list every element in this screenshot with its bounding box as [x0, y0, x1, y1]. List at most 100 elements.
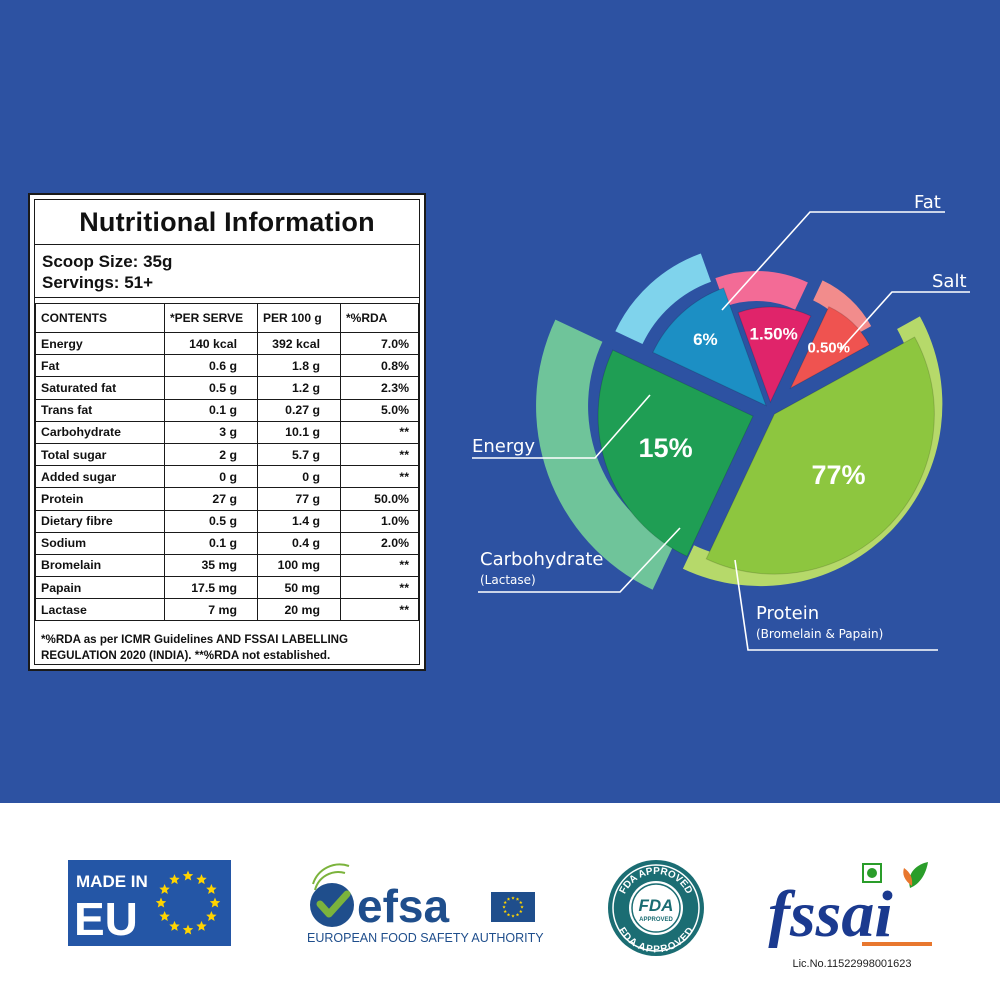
pie-slice-protein — [705, 336, 935, 575]
leaf-icon — [903, 862, 928, 888]
star-icon — [196, 920, 207, 931]
nutrition-cell-content: Lactase — [35, 598, 165, 622]
efsa-leaf-icon — [310, 863, 354, 927]
nutrition-row: Sodium 0.1 g 0.4 g 2.0% — [35, 531, 419, 555]
star-icon — [196, 874, 207, 885]
star-icon — [515, 897, 520, 901]
pie-value-label-fat: 1.50% — [749, 325, 797, 344]
nutrition-row: Dietary fibre 0.5 g 1.4 g 1.0% — [35, 509, 419, 533]
veg-mark-icon — [862, 863, 882, 883]
efsa-logo: efsa EUROPEAN FOOD SAFETY AUTHORITY — [305, 860, 545, 945]
nutrition-row: Protein 27 g 77 g 50.0% — [35, 487, 419, 511]
star-icon — [506, 897, 511, 901]
pie-slice-energy — [652, 287, 767, 407]
star-icon — [155, 897, 167, 908]
nutrition-row: Saturated fat 0.5 g 1.2 g 2.3% — [35, 376, 419, 400]
fda-approved-seal: FDA APPROVED FDA APPROVED FDA APPROVED — [606, 858, 706, 958]
nutrition-cell-rda: ** — [340, 553, 419, 578]
category-label-carbohydrate: Carbohydrate — [480, 549, 604, 570]
nutrition-cell-per-serve: 0.1 g — [164, 531, 258, 555]
made-in-eu-logo: MADE IN EU — [68, 860, 231, 946]
nutrition-row: Papain 17.5 mg 50 mg ** — [35, 576, 419, 600]
nutrition-cell-per-serve: 3 g — [164, 420, 258, 444]
pie-rim-energy — [615, 253, 711, 345]
nutrition-row: Total sugar 2 g 5.7 g ** — [35, 442, 419, 467]
header-per-serve: *PER SERVE — [164, 303, 258, 333]
nutrition-cell-rda: 7.0% — [340, 331, 419, 356]
nutrition-cell-per-100g: 10.1 g — [257, 420, 341, 444]
made-in-text: MADE IN — [76, 872, 148, 891]
pie-rim-carbohydrate — [536, 319, 675, 590]
nutrition-cell-rda: 5.0% — [340, 398, 419, 422]
efsa-subtitle: EUROPEAN FOOD SAFETY AUTHORITY — [307, 931, 544, 945]
star-icon — [519, 900, 523, 904]
nutrition-row: Lactase 7 mg 20 mg ** — [35, 598, 419, 622]
nutrition-cell-rda: ** — [340, 598, 419, 622]
star-icon — [182, 924, 194, 935]
header-contents: CONTENTS — [35, 303, 165, 333]
nutrition-cell-rda: ** — [340, 442, 419, 467]
nutrition-cell-rda: 2.3% — [340, 376, 419, 400]
nutrition-cell-per-100g: 20 mg — [257, 598, 341, 622]
nutrition-cell-rda: 1.0% — [340, 509, 419, 533]
macro-pie-chart: 0.50% 1.50% 6% 15% 77% Fat Salt Energy Carbo… — [472, 192, 970, 651]
nutrition-cell-content: Bromelain — [35, 553, 165, 578]
pie-rim-salt — [813, 280, 872, 337]
nutrition-row: Fat 0.6 g 1.8 g 0.8% — [35, 354, 419, 378]
nutrition-cell-per-serve: 0.6 g — [164, 354, 258, 378]
nutrition-row: Carbohydrate 3 g 10.1 g ** — [35, 420, 419, 444]
nutrition-cell-rda: 50.0% — [340, 487, 419, 511]
nutrition-cell-per-100g: 1.4 g — [257, 509, 341, 533]
nutrition-cell-content: Protein — [35, 487, 165, 511]
category-label-fat: Fat — [914, 192, 941, 213]
nutrition-cell-per-100g: 77 g — [257, 487, 341, 511]
star-icon — [503, 900, 507, 904]
category-label-salt: Salt — [932, 271, 967, 292]
scoop-size: Scoop Size: 35g — [42, 252, 173, 271]
nutrition-cell-rda: ** — [340, 465, 419, 489]
nutrition-cell-per-100g: 50 mg — [257, 576, 341, 600]
pie-value-label-salt: 0.50% — [807, 340, 850, 357]
nutrition-cell-per-serve: 17.5 mg — [164, 576, 258, 600]
nutrition-cell-per-100g: 100 mg — [257, 553, 341, 578]
fssai-wordmark: fssai — [768, 878, 893, 948]
nutrition-cell-content: Sodium — [35, 531, 165, 555]
nutrition-cell-per-serve: 0 g — [164, 465, 258, 489]
nutrition-cell-rda: ** — [340, 576, 419, 600]
servings: Servings: 51+ — [42, 273, 154, 292]
nutrition-cell-per-serve: 0.5 g — [164, 376, 258, 400]
nutrition-row: Bromelain 35 mg 100 mg ** — [35, 553, 419, 578]
star-icon — [206, 911, 217, 921]
fssai-license-number: Lic.No.11522998001623 — [792, 958, 912, 970]
nutrition-cell-content: Total sugar — [35, 442, 165, 467]
nutrition-cell-content: Fat — [35, 354, 165, 378]
nutrition-cell-per-serve: 0.5 g — [164, 509, 258, 533]
nutrition-cell-per-serve: 7 mg — [164, 598, 258, 622]
efsa-wordmark: efsa — [357, 880, 449, 932]
nutrition-cell-per-100g: 1.8 g — [257, 354, 341, 378]
leader-line-energy — [472, 394, 651, 459]
star-icon — [519, 909, 523, 913]
leader-line-protein — [734, 559, 938, 651]
pie-value-label-energy: 6% — [693, 330, 718, 349]
serving-info: Scoop Size: 35g Servings: 51+ — [35, 245, 419, 298]
nutrition-cell-per-100g: 0.4 g — [257, 531, 341, 555]
nutrition-cell-per-serve: 0.1 g — [164, 398, 258, 422]
nutrition-footnote: *%RDA as per ICMR Guidelines AND FSSAI L… — [41, 633, 349, 662]
nutrition-cell-per-100g: 0.27 g — [257, 398, 341, 422]
star-icon — [159, 884, 170, 894]
nutrition-cell-per-serve: 35 mg — [164, 553, 258, 578]
nutrition-cell-per-100g: 0 g — [257, 465, 341, 489]
nutrition-cell-per-100g: 392 kcal — [257, 331, 341, 356]
nutrition-table: CONTENTS *PER SERVE PER 100 g *%RDA Ener… — [35, 303, 419, 622]
nutrition-table-header: CONTENTS *PER SERVE PER 100 g *%RDA — [35, 303, 419, 333]
nutrition-title: Nutritional Information — [35, 200, 419, 245]
nutrition-label: Nutritional Information Scoop Size: 35g … — [28, 193, 426, 671]
eu-text: EU — [74, 893, 138, 945]
nutrition-cell-per-100g: 5.7 g — [257, 442, 341, 467]
nutrition-cell-content: Papain — [35, 576, 165, 600]
category-label-energy: Energy — [472, 436, 535, 457]
star-icon — [515, 912, 520, 917]
nutrition-cell-per-100g: 1.2 g — [257, 376, 341, 400]
